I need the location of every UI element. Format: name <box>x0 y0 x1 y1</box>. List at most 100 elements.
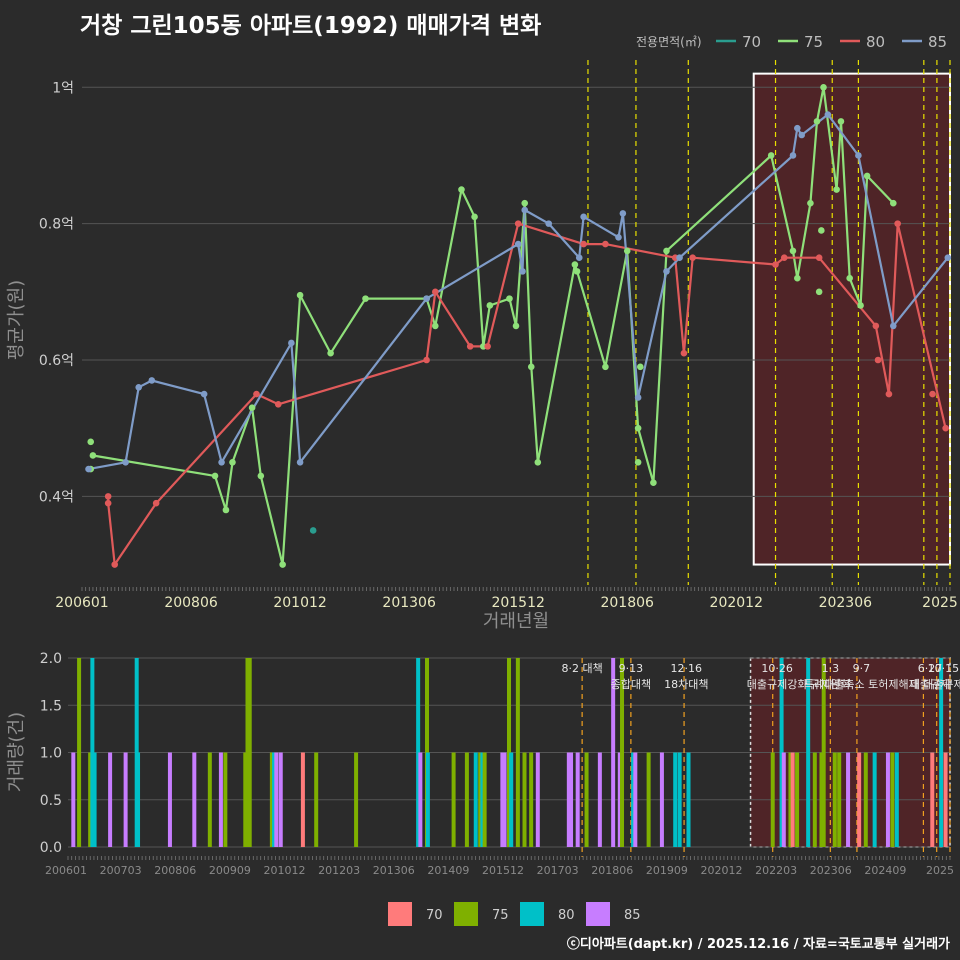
data-point-75 <box>623 247 631 255</box>
volume-x-tick-label: 200601 <box>45 864 87 877</box>
volume-bar-75 <box>795 752 800 847</box>
x-tick-label: 202012 <box>710 595 763 611</box>
policy-label: 10·15 <box>928 662 960 675</box>
volume-bar-80 <box>90 658 95 847</box>
volume-bar-75 <box>788 752 793 847</box>
volume-x-tick-label: 202409 <box>864 864 906 877</box>
volume-x-tick-label: 202203 <box>755 864 797 877</box>
data-point-75 <box>789 247 797 255</box>
volume-bar-85 <box>611 658 616 847</box>
data-point-75 <box>818 227 825 234</box>
data-point-75 <box>257 472 265 480</box>
data-point-75 <box>815 288 823 296</box>
data-point-80 <box>942 424 949 432</box>
volume-bar-70 <box>943 752 948 847</box>
copyright-caption: ⓒ디아파트(dapt.kr) / 2025.12.16 / 자료=국토교통부 실… <box>566 937 950 952</box>
volume-bar-70 <box>790 752 795 847</box>
volume-bar-85 <box>569 752 574 847</box>
data-point-80 <box>772 261 779 268</box>
policy-label: 규제완화 <box>810 678 850 691</box>
data-point-75 <box>89 452 97 459</box>
volume-bar-75 <box>646 752 651 847</box>
data-point-80 <box>929 390 936 398</box>
volume-x-tick-label: 200703 <box>100 864 142 877</box>
volume-bar-85 <box>633 752 638 847</box>
policy-label: 8·2 대책 <box>562 662 603 675</box>
data-point-75 <box>634 458 642 466</box>
data-point-75 <box>837 118 845 125</box>
volume-x-tick-label: 201409 <box>427 864 469 877</box>
data-point-75 <box>248 404 256 412</box>
volume-bar-75 <box>223 752 228 847</box>
volume-bar-75 <box>515 658 520 847</box>
policy-label: 1·3 <box>822 662 840 675</box>
volume-bar-75 <box>529 752 534 847</box>
volume-bar-80 <box>509 752 514 847</box>
volume-bar-75 <box>584 752 589 847</box>
data-point-75 <box>222 506 230 514</box>
volume-bar-80 <box>673 752 678 847</box>
data-point-85 <box>218 458 225 466</box>
volume-bar-75 <box>522 752 527 847</box>
data-point-85 <box>135 383 143 391</box>
volume-y-tick-label: 1.5 <box>40 698 62 714</box>
data-point-75 <box>857 302 864 309</box>
data-point-75 <box>794 274 801 282</box>
data-point-85 <box>889 322 897 330</box>
volume-y-tick-label: 0.0 <box>40 840 62 856</box>
data-point-85 <box>148 377 156 384</box>
data-point-85 <box>794 124 801 132</box>
volume-x-tick-label: 201512 <box>482 864 524 877</box>
volume-bar-85 <box>500 752 505 847</box>
volume-bar-80 <box>473 752 478 847</box>
volume-bar-75 <box>770 752 775 847</box>
legend-label-75: 75 <box>804 33 823 51</box>
data-point-85 <box>575 254 583 262</box>
data-point-75 <box>846 274 853 282</box>
x-tick-label: 201512 <box>491 595 544 611</box>
volume-bar-75 <box>243 752 248 847</box>
x-tick-label: 200601 <box>55 595 108 611</box>
data-point-75 <box>813 118 821 125</box>
volume-bar-85 <box>659 752 664 847</box>
data-point-85 <box>521 206 529 214</box>
volume-bar-80 <box>872 752 877 847</box>
data-point-75 <box>663 247 670 255</box>
volume-bar-85 <box>566 752 571 847</box>
volume-x-tick-label: 201306 <box>373 864 415 877</box>
data-point-85 <box>789 152 797 159</box>
policy-label: 10·26 <box>761 662 793 675</box>
volume-bar-80 <box>806 658 811 847</box>
policy-label: 대출규제강화 <box>747 678 808 691</box>
volume-bar-75 <box>464 752 469 847</box>
data-point-75 <box>767 152 775 159</box>
volume-bar-75 <box>269 752 274 847</box>
volume-bar-80 <box>631 752 636 847</box>
chart-title: 거창 그린105동 아파트(1992) 매매가격 변화 <box>80 13 542 39</box>
volume-bar-75 <box>88 752 93 847</box>
x-tick-label: 202306 <box>819 595 873 611</box>
data-point-80 <box>152 499 160 507</box>
volume-bar-75 <box>863 752 868 847</box>
volume-bar-70 <box>930 752 935 847</box>
volume-bar-70 <box>300 752 305 847</box>
volume-x-tick-label: 2025 <box>926 864 954 877</box>
data-point-80 <box>111 561 119 568</box>
data-point-75 <box>432 322 439 330</box>
x-tick-label: 201806 <box>600 595 654 611</box>
data-point-75 <box>889 199 897 207</box>
volume-x-tick-label: 201012 <box>264 864 306 877</box>
volume-bar-70 <box>857 752 862 847</box>
data-point-80 <box>680 349 688 357</box>
volume-legend-swatch-70 <box>388 902 412 926</box>
data-point-75 <box>634 424 642 432</box>
data-point-80 <box>274 401 282 408</box>
data-point-75 <box>362 295 369 302</box>
data-point-75 <box>512 322 520 330</box>
highlight-region <box>752 72 951 566</box>
volume-bar-85 <box>218 752 223 847</box>
x-tick-label: 200806 <box>164 595 218 611</box>
y-tick-label: 0.4억 <box>39 489 74 505</box>
data-point-85 <box>580 213 587 221</box>
